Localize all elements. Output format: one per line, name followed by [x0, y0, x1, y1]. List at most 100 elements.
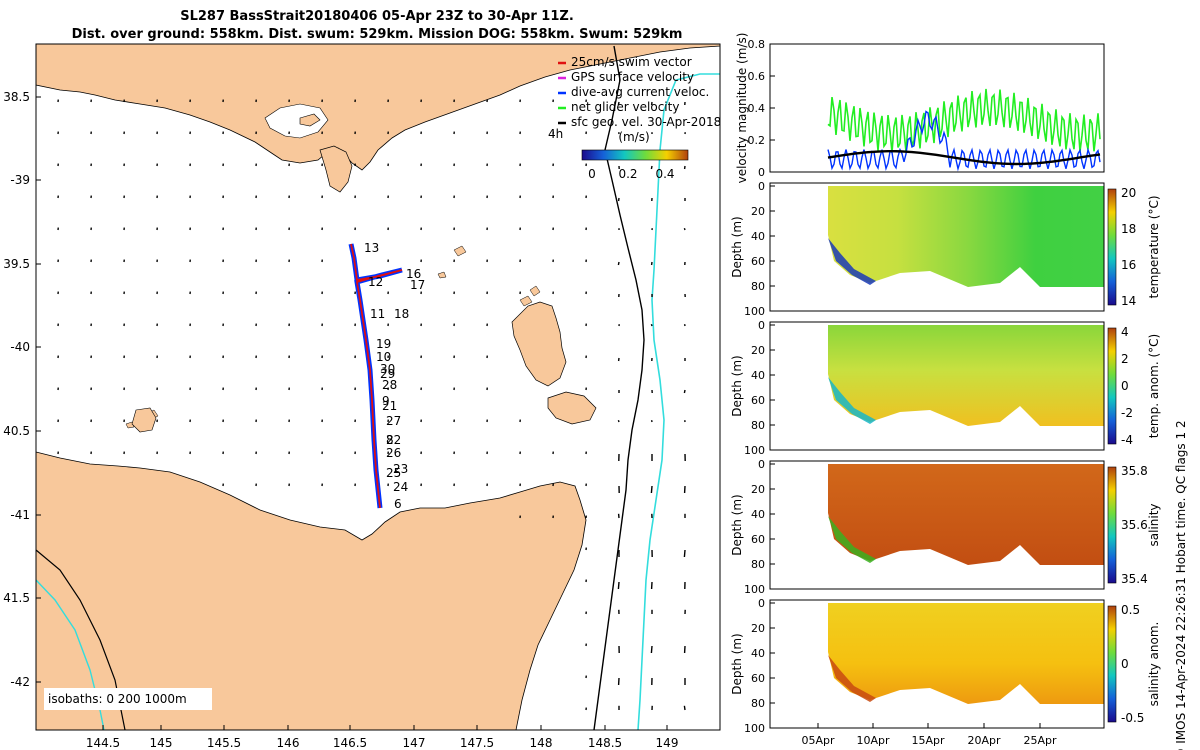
legend-extra-label: 4h — [548, 127, 563, 141]
velocity-arrow — [617, 419, 620, 423]
time-axis: 05Apr 10Apr 15Apr 20Apr 25Apr — [801, 723, 1057, 747]
section-y-tick-label: 40 — [751, 508, 765, 521]
section-y-tick-label: 40 — [751, 230, 765, 243]
track-swim — [350, 243, 403, 509]
isobath-1000 — [637, 73, 720, 731]
map-y-tick-label: -39 — [10, 173, 30, 187]
section-y-tick-label: 80 — [751, 558, 765, 571]
map-y-ticks: 38.5 -39 39.5 -40 40.5 -41 41.5 -42 — [3, 90, 41, 689]
land-wilsons-prom — [319, 145, 353, 193]
section-ylabel: Depth (m) — [730, 355, 744, 416]
section-y-tick-label: 60 — [751, 672, 765, 685]
colorbar-tick-label: 14 — [1121, 294, 1136, 308]
map-y-tick-label: 39.5 — [3, 257, 30, 271]
map-x-tick-label: 149 — [656, 736, 679, 750]
velocity-y-tick-label: 0.8 — [748, 38, 766, 51]
colorbar-label: salinity anom. — [1147, 622, 1161, 707]
map-x-tick-label: 145.5 — [207, 736, 241, 750]
velocity-arrow — [683, 549, 686, 558]
salinity-anomaly-panel-frame — [769, 599, 1105, 729]
track-label: 17 — [410, 278, 425, 292]
track-label: 6 — [394, 497, 402, 511]
land-small-islands — [125, 245, 467, 429]
velocity-arrow — [617, 581, 620, 590]
colorbar-tick-label: 4 — [1121, 325, 1129, 339]
title-line1: SL287 BassStrait20180406 05-Apr 23Z to 3… — [180, 9, 574, 24]
velocity-arrow — [683, 705, 686, 711]
temp-anomaly-bottom-edge — [828, 377, 876, 424]
track-label: 16 — [406, 267, 421, 281]
sfc-geo-velocity-arrows — [57, 99, 686, 711]
map-y-tick-label: 41.5 — [3, 591, 30, 605]
map-y-tick-label: -40 — [10, 340, 30, 354]
section-y-tick-label: 100 — [744, 722, 765, 735]
temperature-colorbar — [1107, 188, 1117, 306]
map-x-ticks: 144.5 145 145.5 146 146.5 147 147.5 148 148.5 149 — [86, 725, 679, 750]
colorbar-tick-label: 35.8 — [1121, 464, 1148, 478]
map-x-tick-label: 146 — [277, 736, 300, 750]
map-x-tick-label: 147 — [403, 736, 426, 750]
section-y-tick-label: 20 — [751, 205, 765, 218]
velocity-y-tick-label: 0.4 — [748, 102, 766, 115]
track-label: 12 — [368, 275, 383, 289]
isobath-200 — [593, 45, 645, 731]
salinity-anomaly-section — [828, 603, 1104, 704]
time-tick-label: 25Apr — [1023, 734, 1057, 747]
section-y-tick-label: 60 — [751, 255, 765, 268]
velocity-y-tick-label: 0.6 — [748, 70, 766, 83]
land-westernport — [264, 103, 329, 139]
legend-label: dive-avg current veloc. — [571, 85, 709, 99]
colorbar-tick-label: 0.5 — [1121, 603, 1140, 617]
legend-label: net glider velocity — [571, 100, 679, 114]
track-label: 13 — [364, 241, 379, 255]
land-king-island — [131, 407, 157, 433]
net-glider-velocity-line — [827, 88, 1101, 153]
colorbar-tick-label: 18 — [1121, 222, 1136, 236]
track-label: 8 — [386, 433, 394, 447]
map-y-tick-label: 38.5 — [3, 90, 30, 104]
legend-label: GPS surface velocity — [571, 70, 694, 84]
section-y-tick-label: 0 — [758, 180, 765, 193]
section-y-tick-label: 0 — [758, 458, 765, 471]
velocity-y-tick-label: 0 — [758, 166, 765, 179]
map-colorbar-tick: 0.4 — [655, 167, 674, 181]
section-ylabel: Depth (m) — [730, 216, 744, 277]
track-label: 18 — [394, 307, 409, 321]
map-colorbar-tick: 0.2 — [618, 167, 637, 181]
map-colorbar — [581, 149, 689, 161]
section-y-tick-label: 100 — [744, 583, 765, 596]
colorbar-tick-label: -4 — [1121, 433, 1133, 447]
sfc-geo-velocity-line — [827, 150, 1101, 166]
salinity-panel-frame — [769, 460, 1105, 590]
track-label: 21 — [382, 399, 397, 413]
salinity-section — [828, 464, 1104, 565]
track-label: 24 — [393, 480, 408, 494]
track-label: 28 — [382, 378, 397, 392]
velocity-series — [827, 88, 1101, 172]
track-label: 19 — [376, 337, 391, 351]
map-x-tick-label: 144.5 — [86, 736, 120, 750]
land-furneaux-small — [519, 285, 541, 307]
legend-label: 25cm/s swim vector — [571, 55, 692, 69]
track-label: 9 — [382, 394, 390, 408]
land-tasmania — [35, 451, 587, 731]
colorbar-tick-label: 20 — [1121, 186, 1136, 200]
velocity-arrow — [650, 165, 653, 170]
section-ylabel: Depth (m) — [730, 494, 744, 555]
section-y-tick-label: 40 — [751, 647, 765, 660]
footer-credit: © IMOS 14-Apr-2024 22:26:31 Hobart time.… — [1174, 420, 1188, 750]
section-y-tick-label: 80 — [751, 419, 765, 432]
land-cape-barren-island — [547, 391, 597, 425]
temp-anomaly-panel-frame — [769, 321, 1105, 451]
velocity-arrow — [650, 323, 653, 327]
map-y-tick-label: 40.5 — [3, 424, 30, 438]
velocity-arrow — [683, 227, 686, 231]
colorbar-tick-label: 0 — [1121, 379, 1129, 393]
velocity-arrow — [617, 101, 620, 106]
salinity-bottom-edge — [828, 516, 876, 563]
title-line2: Dist. over ground: 558km. Dist. swum: 52… — [72, 27, 683, 42]
land-flinders-island — [511, 301, 567, 387]
temp-anomaly-section — [828, 325, 1104, 426]
